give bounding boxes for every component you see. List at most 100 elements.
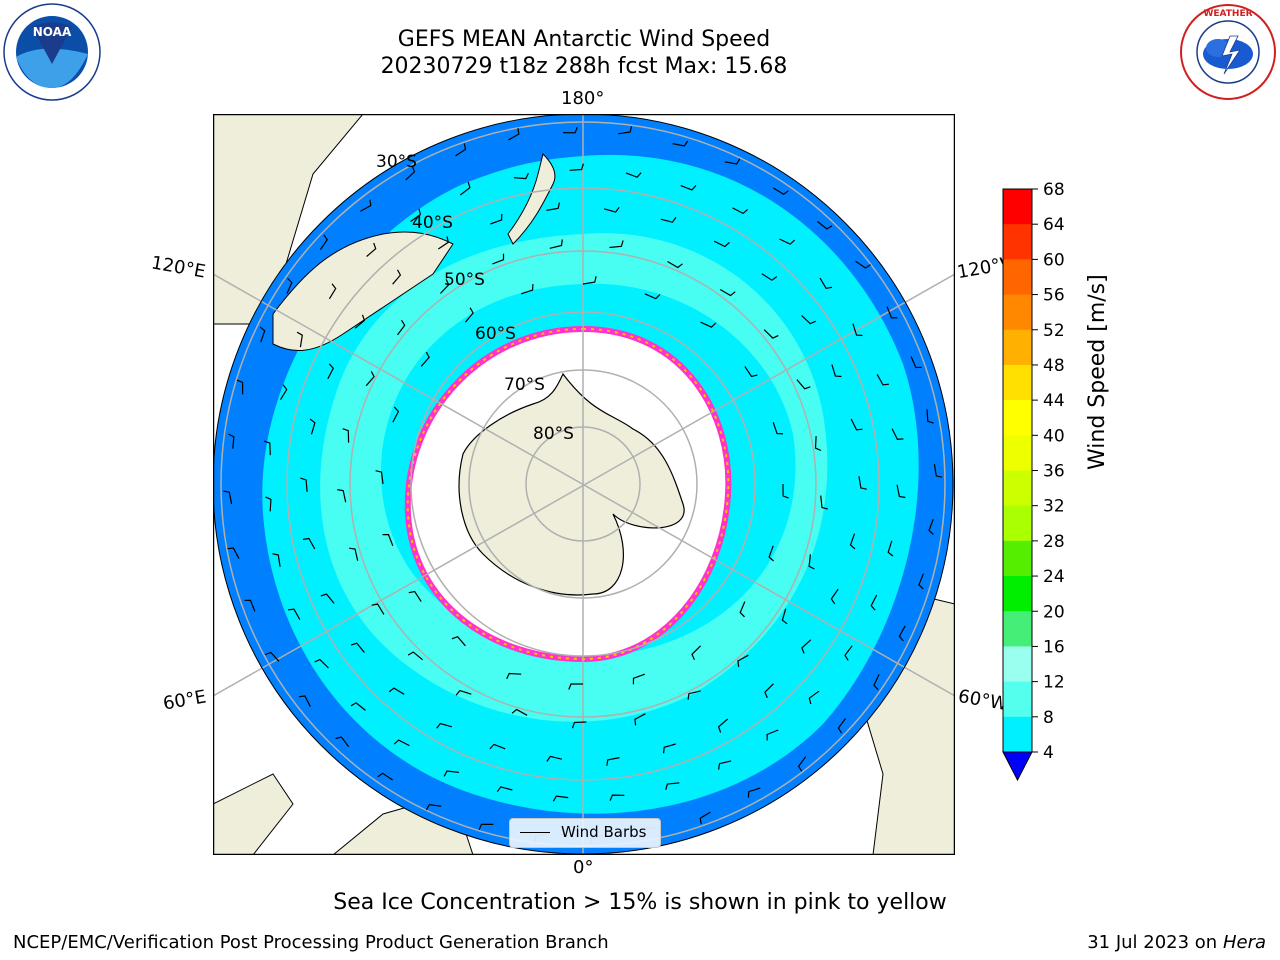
wind-barb [582,276,597,285]
wind-barb [660,217,677,223]
wind-barb [436,722,452,729]
wind-barb [779,238,796,245]
wind-barb [763,329,779,339]
wind-barb [478,823,494,831]
wind-barb [737,654,749,667]
wind-barb [665,782,680,790]
wind-barb [891,428,904,441]
wind-barb [747,787,761,798]
wind-barb [350,702,366,711]
colorbar-band [1003,400,1032,436]
wind-barb [546,755,563,762]
wind-barb [464,307,474,323]
date-stamp: 31 Jul 2023 on Hera [1087,932,1266,953]
wind-barb [772,422,784,435]
wind-barb [443,770,459,777]
wind-barb [302,537,316,550]
wind-barb [513,172,529,180]
colorbar-band [1003,646,1032,683]
wind-barb [814,436,822,452]
wind-barb [873,674,880,691]
date-text: 31 Jul 2023 on [1087,932,1223,953]
wind-barb [831,364,842,378]
wind-barb [820,495,828,510]
australia [272,231,454,352]
wind-barb [371,603,385,615]
wind-barb [603,206,620,213]
wind-barb [761,273,778,281]
colorbar-extend-triangle [1002,751,1033,782]
noaa-logo: NOAA [3,3,101,101]
wind-barb [632,673,646,685]
meridian-label-120e: 120°E [149,252,208,283]
parallel-label-60s: 60°S [475,324,516,344]
wind-barb [490,213,503,225]
wind-barb [768,545,774,562]
colorbar-band [1003,329,1032,366]
wind-barb [228,433,235,449]
wind-barb [926,409,934,424]
svg-text:WEATHER: WEATHER [1203,9,1252,19]
parallel-label-40s: 40°S [412,213,453,233]
legend-label: Wind Barbs [561,823,647,841]
wind-barb [699,811,711,825]
colorbar-tick-label: 68 [1043,180,1065,200]
wind-barb [489,743,506,750]
wind-barb [644,293,661,300]
colorbar-tick-label: 20 [1043,602,1065,622]
wind-barb [335,736,350,747]
parallel-label-30s: 30°S [376,152,417,172]
colorbar-band [1003,681,1032,718]
chart-title: GEFS MEAN Antarctic Wind Speed [397,27,771,52]
wind-barb [781,608,788,625]
wind-barb [717,718,729,733]
wind-barb [314,658,329,669]
colorbar-tick-label: 36 [1043,462,1065,482]
wind-barb [259,326,266,343]
antarctica [458,372,685,596]
wind-barb [933,464,943,478]
wind-barb [420,351,430,367]
wind-barb [223,490,233,505]
wind-barb [496,786,513,793]
wind-barb [719,288,736,297]
wind-barb [618,126,633,135]
wind-barb [407,651,423,661]
wind-barb [360,199,372,212]
colorbar-band [1003,505,1032,542]
wind-barb [375,470,384,485]
wind-barb [569,163,584,171]
wind-barb [264,651,280,662]
wind-barb [808,554,815,570]
wind-barb [272,553,281,567]
colorbar-tick-label: 44 [1043,391,1065,411]
wind-barb [801,315,817,325]
wind-barb [830,588,839,605]
colorbar-tick-label: 60 [1043,250,1065,270]
colorbar-tick-label: 48 [1043,356,1065,376]
wind-barb [887,540,894,557]
wind-barb [691,645,702,661]
wind-barb [837,718,847,734]
wind-barb [817,220,833,230]
wind-barb [855,260,871,269]
colorbar-tick-label: 64 [1043,215,1065,235]
wind-barb [366,242,377,257]
wind-barb [408,590,422,602]
wind-barb [405,165,416,181]
wind-barb [801,639,812,654]
wind-barb [546,202,560,211]
wind-barb [850,418,863,431]
wind-barb [388,687,405,695]
wind-barb [858,476,867,490]
colorbar-tick-label: 40 [1043,426,1065,446]
wind-barb [718,760,732,770]
parallel-label-50s: 50°S [444,270,485,290]
colorbar-band [1003,364,1032,401]
parallel-label-80s: 80°S [533,424,574,444]
wind-barb [552,795,569,802]
colorbar-tick-label: 16 [1043,637,1065,657]
wind-barb [350,642,365,653]
wind-barb [782,483,789,499]
wind-barb [724,158,741,165]
